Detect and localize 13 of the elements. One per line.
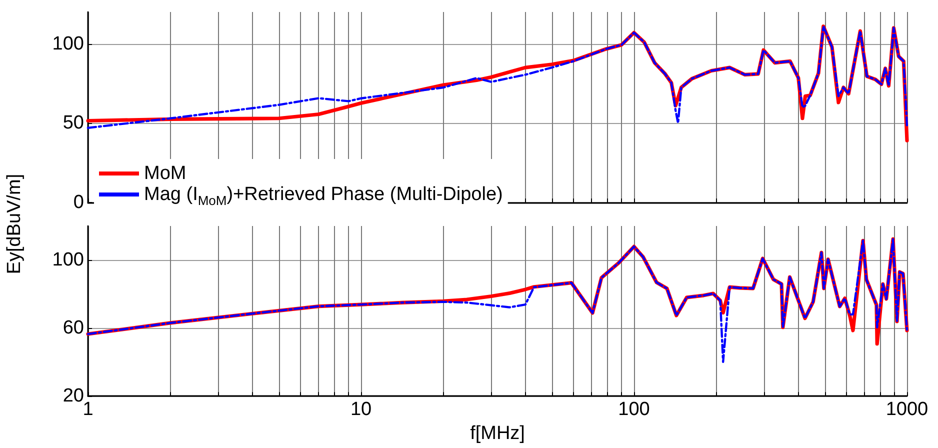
x-tick-label: 1 [82, 399, 94, 420]
y-tick-label: 60 [62, 318, 84, 339]
y-tick-label: 20 [62, 386, 84, 407]
y-tick-label: 50 [62, 112, 84, 134]
y-tick-label: 100 [52, 250, 84, 271]
x-tick-label: 100 [618, 399, 650, 420]
x-tick-label: 1000 [886, 399, 928, 420]
x-tick-label: 10 [350, 399, 372, 420]
legend-label: MoM [144, 163, 186, 184]
y-tick-label: 0 [73, 192, 84, 213]
x-axis-title: f[MHz] [470, 423, 525, 444]
y-axis-title: Ey[dBuV/m] [4, 174, 26, 274]
y-tick-label: 100 [52, 33, 84, 54]
